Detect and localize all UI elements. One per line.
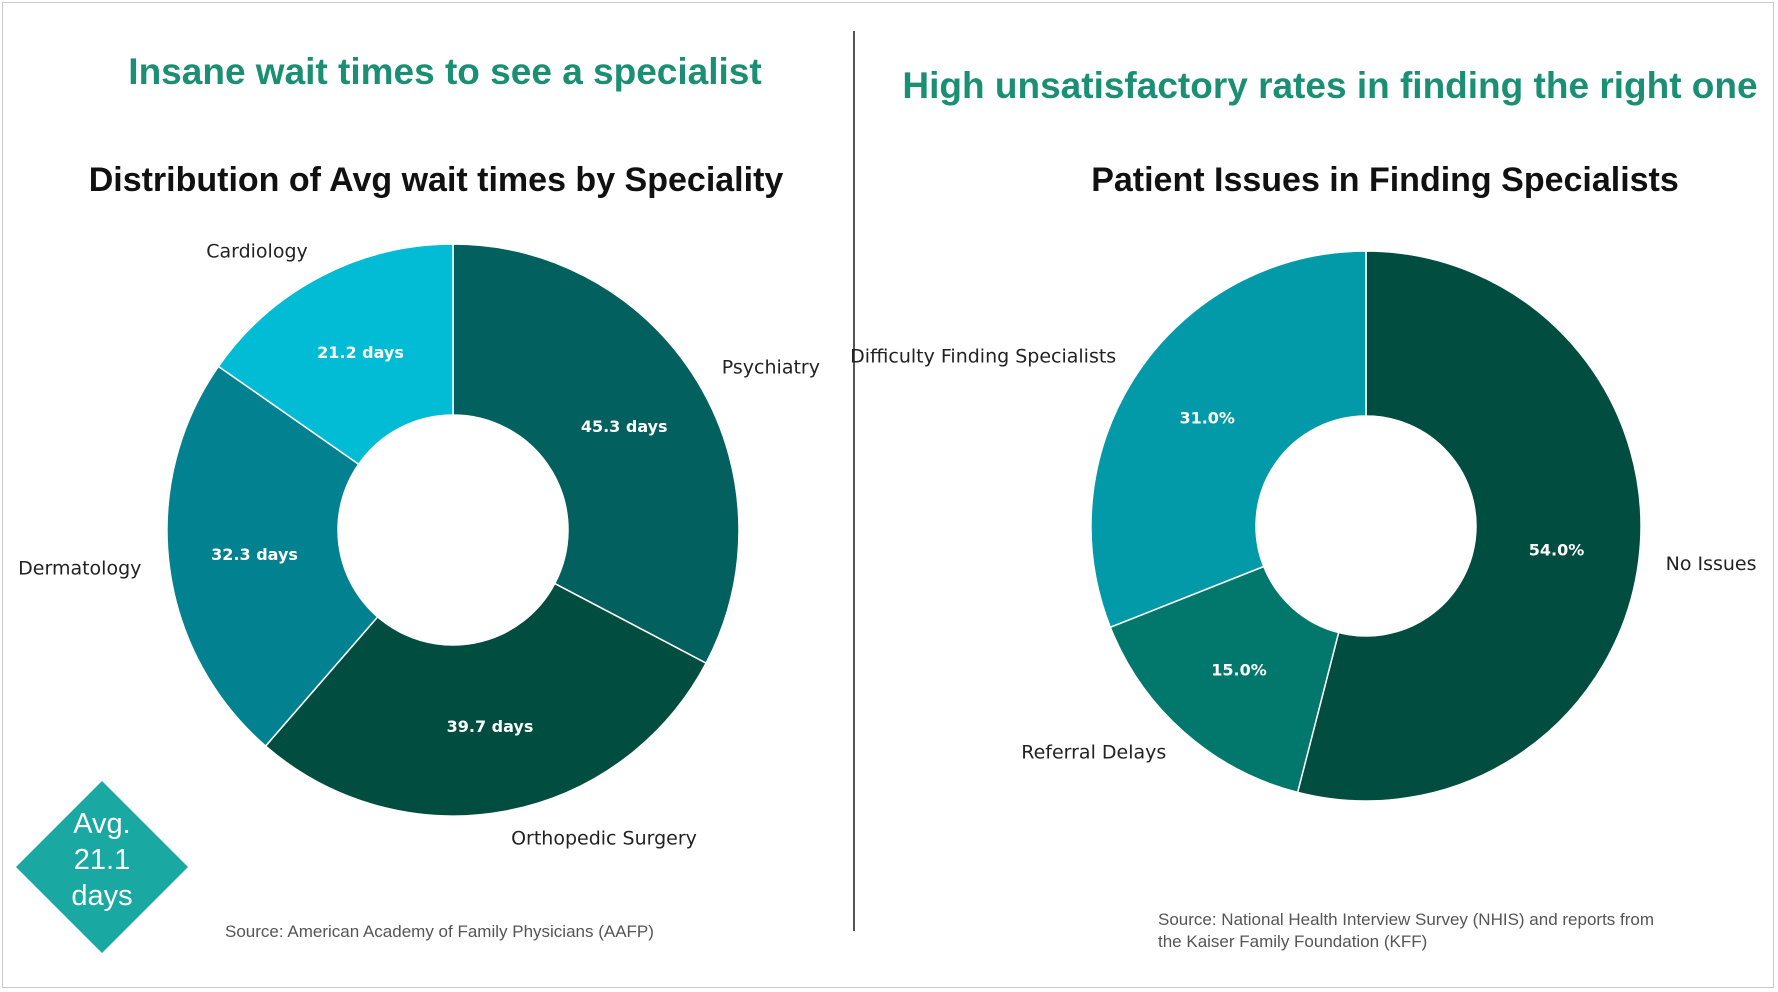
panel-divider <box>853 31 855 931</box>
donut-slice-difficulty-finding-specialists <box>1090 250 1367 629</box>
slice-value-label-referral-delays: 15.0% <box>1211 661 1267 680</box>
right-headline: High unsatisfactory rates in finding the… <box>902 65 1758 106</box>
slice-category-label-referral-delays: Referral Delays <box>1021 742 1166 764</box>
left-headline: Insane wait times to see a specialist <box>128 51 762 92</box>
donut-slice-psychiatry <box>452 243 740 665</box>
slice-value-label-no-issues: 54.0% <box>1529 541 1585 560</box>
slice-category-label-no-issues: No Issues <box>1666 553 1757 575</box>
slice-category-label-dermatology: Dermatology <box>18 558 141 580</box>
right-source-line-1: Source: National Health Interview Survey… <box>1158 910 1655 929</box>
average-badge-text: Avg. 21.1 days <box>16 806 188 914</box>
right-chart-title: Patient Issues in Finding Specialists <box>1091 161 1679 199</box>
donut-slice-no-issues <box>1296 250 1642 802</box>
slice-value-label-psychiatry: 45.3 days <box>581 417 668 436</box>
left-chart-title: Distribution of Avg wait times by Specia… <box>88 161 784 199</box>
slice-value-label-orthopedic-surgery: 39.7 days <box>447 717 534 736</box>
donut-slice-cardiology <box>217 243 454 466</box>
right-source-line-2: the Kaiser Family Foundation (KFF) <box>1158 932 1428 951</box>
slice-value-label-cardiology: 21.2 days <box>317 343 404 362</box>
slice-category-label-psychiatry: Psychiatry <box>722 357 820 379</box>
badge-diamond-shape <box>16 781 188 953</box>
average-badge-diamond <box>16 781 188 953</box>
donut-slice-referral-delays <box>1109 565 1340 794</box>
slice-value-label-difficulty-finding-specialists: 31.0% <box>1179 409 1235 428</box>
badge-line-3: days <box>71 880 133 912</box>
right-source: Source: National Health Interview Survey… <box>1158 909 1654 953</box>
left-source: Source: American Academy of Family Physi… <box>225 922 654 941</box>
slice-value-label-dermatology: 32.3 days <box>211 545 298 564</box>
slice-category-label-orthopedic-surgery: Orthopedic Surgery <box>511 828 697 850</box>
donut-slice-dermatology <box>166 365 379 748</box>
slice-category-label-difficulty-finding-specialists: Difficulty Finding Specialists <box>850 345 1116 367</box>
slice-category-label-cardiology: Cardiology <box>206 241 308 263</box>
donut-slice-orthopedic-surgery <box>264 582 708 817</box>
badge-line-2: 21.1 <box>73 844 131 876</box>
badge-line-1: Avg. <box>73 808 131 840</box>
